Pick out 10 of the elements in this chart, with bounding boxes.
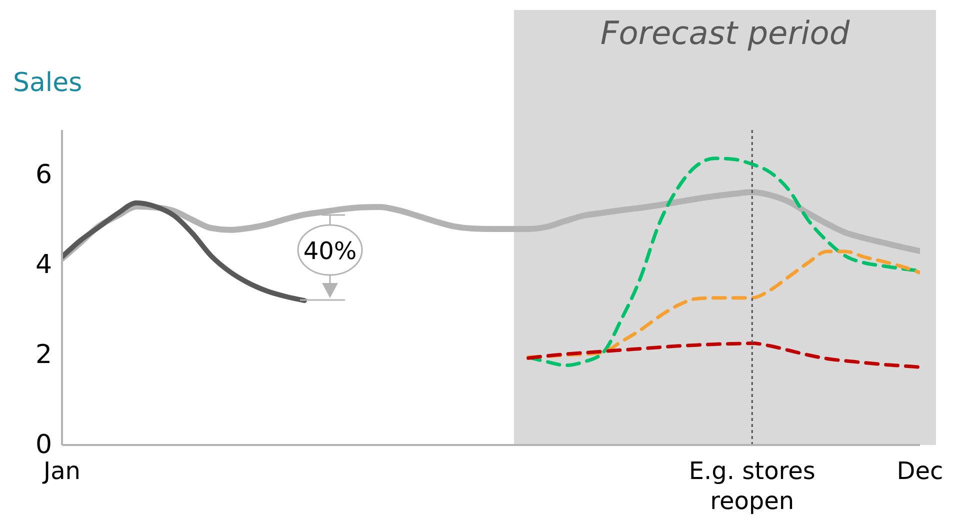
y-axis-title: Sales [13, 68, 82, 98]
line-series [526, 342, 920, 369]
y-tick-label: 4 [35, 249, 52, 281]
y-tick-label: 2 [35, 339, 52, 371]
x-tick-label: E.g. stores reopen [688, 457, 816, 515]
text: Forecast period [599, 14, 851, 52]
y-tick-label: 6 [35, 159, 52, 191]
line-series [526, 250, 920, 359]
annotation: 40% [303, 237, 357, 265]
x-tick-label: Dec [896, 457, 944, 485]
